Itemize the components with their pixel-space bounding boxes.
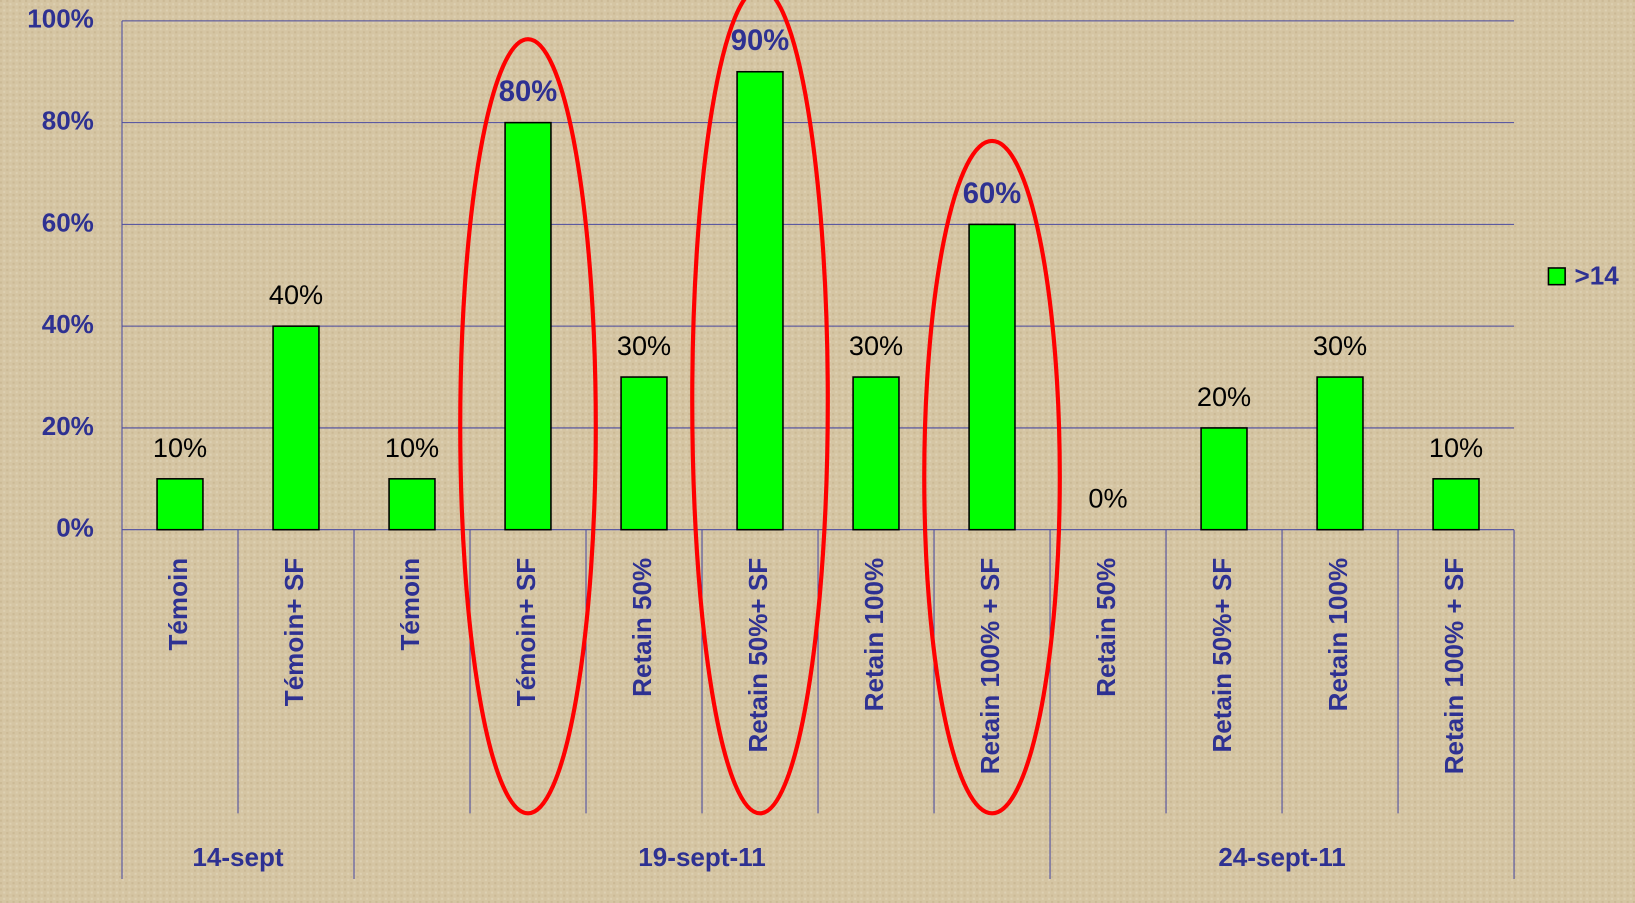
x-tick-label: Témoin+ SF [511,558,541,706]
highlight-ellipse [922,138,1062,816]
group-label: 19-sept-11 [638,842,765,872]
bar [968,223,1016,531]
value-label: 40% [269,279,323,310]
x-tick-label: Retain 50% [1091,558,1121,697]
bar [1432,478,1480,531]
x-tick-label: Retain 100% [859,558,889,711]
highlight-ellipse [690,0,830,816]
legend-swatch [1547,267,1566,286]
legend-label: >14 [1575,260,1620,290]
y-tick-label: 60% [42,207,94,237]
bar [388,478,436,531]
x-tick-label: Retain 100% [1323,558,1353,711]
group-label: 24-sept-11 [1218,842,1345,872]
value-label: 20% [1197,381,1251,412]
bar [736,70,784,531]
y-tick-label: 80% [42,106,94,136]
y-tick-label: 100% [27,4,94,34]
bar [1316,376,1364,531]
x-tick-label: Retain 50% [627,558,657,697]
bar [1200,427,1248,531]
x-tick-label: Retain 100% + SF [1439,558,1469,774]
bar [620,376,668,531]
x-tick-label: Témoin [395,558,425,651]
y-tick-label: 20% [42,411,94,441]
x-tick-label: Retain 100% + SF [975,558,1005,774]
value-label: 10% [1429,432,1483,463]
value-label: 10% [153,432,207,463]
value-label: 10% [385,432,439,463]
bar [852,376,900,531]
value-label: 30% [849,330,903,361]
y-tick-label: 0% [56,513,94,543]
y-tick-label: 40% [42,309,94,339]
value-label: 30% [617,330,671,361]
group-label: 14-sept [192,842,284,872]
highlight-ellipse [458,37,598,816]
value-label-highlight: 60% [963,178,1021,210]
bar [504,121,552,531]
value-label-highlight: 90% [731,25,789,57]
bar [272,325,320,531]
bar [156,478,204,531]
x-tick-label: Témoin+ SF [279,558,309,706]
value-label-highlight: 80% [499,76,557,108]
value-label: 30% [1313,330,1367,361]
x-tick-label: Retain 50%+ SF [1207,558,1237,753]
x-tick-label: Témoin [163,558,193,651]
x-tick-label: Retain 50%+ SF [743,558,773,753]
value-label: 0% [1088,483,1127,514]
